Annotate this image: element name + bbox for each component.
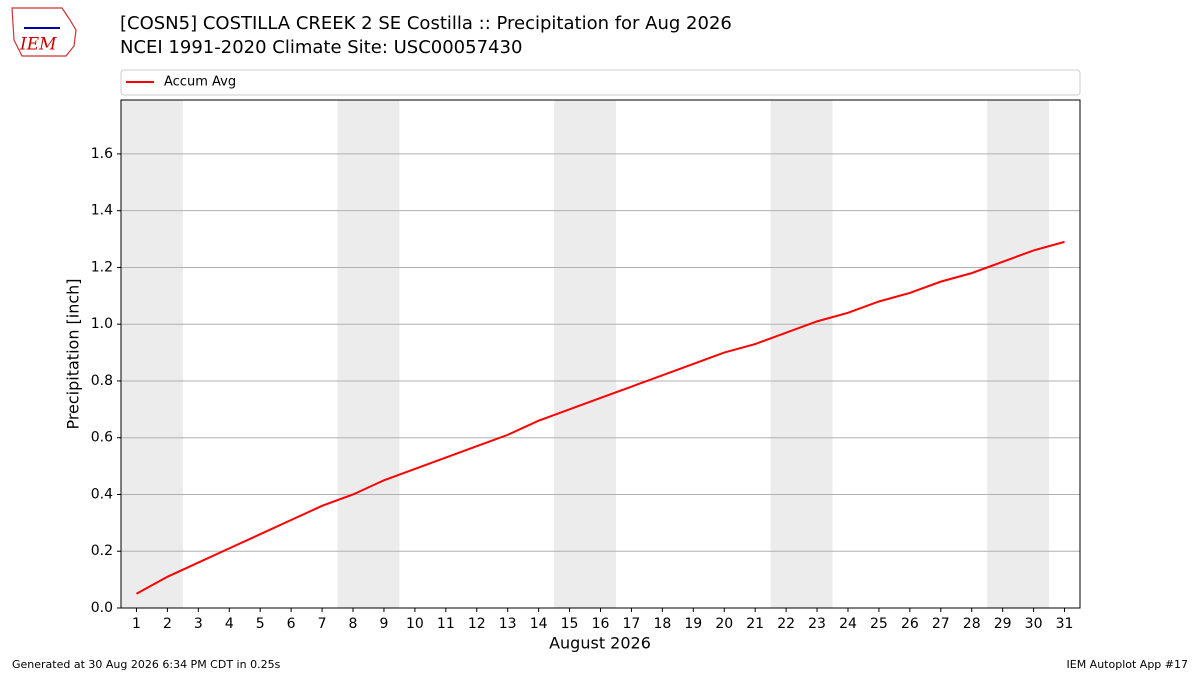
weekend-shade <box>770 100 833 608</box>
x-tick-label: 13 <box>499 616 517 632</box>
footer-left: Generated at 30 Aug 2026 6:34 PM CDT in … <box>12 658 281 671</box>
weekend-shade <box>987 100 1050 608</box>
x-tick-label: 18 <box>653 616 671 632</box>
x-tick-label: 29 <box>994 616 1012 632</box>
x-tick-label: 25 <box>870 616 888 632</box>
x-tick-label: 30 <box>1025 616 1043 632</box>
y-tick-label: 0.0 <box>91 600 113 616</box>
y-tick-label: 1.0 <box>91 316 113 332</box>
x-tick-label: 2 <box>163 616 172 632</box>
x-tick-label: 1 <box>132 616 141 632</box>
x-tick-label: 6 <box>287 616 296 632</box>
x-tick-label: 16 <box>592 616 610 632</box>
x-tick-label: 21 <box>746 616 764 632</box>
y-tick-label: 1.2 <box>91 259 113 275</box>
y-axis-label: Precipitation [inch] <box>64 278 83 429</box>
x-tick-label: 24 <box>839 616 857 632</box>
chart-subtitle: NCEI 1991-2020 Climate Site: USC00057430 <box>120 37 522 58</box>
y-tick-label: 1.4 <box>91 203 113 219</box>
x-tick-label: 12 <box>468 616 486 632</box>
y-tick-label: 0.2 <box>91 543 113 559</box>
weekend-shade <box>337 100 400 608</box>
footer-right: IEM Autoplot App #17 <box>1067 658 1189 671</box>
x-tick-label: 20 <box>715 616 733 632</box>
legend-label: Accum Avg <box>164 75 236 90</box>
legend-box <box>120 69 1081 96</box>
x-tick-label: 3 <box>194 616 203 632</box>
x-tick-label: 19 <box>684 616 702 632</box>
x-tick-label: 10 <box>406 616 424 632</box>
weekend-shade <box>554 100 616 608</box>
x-tick-label: 22 <box>777 616 795 632</box>
plot-frame <box>120 99 1081 609</box>
x-tick-label: 8 <box>349 616 358 632</box>
x-tick-label: 15 <box>561 616 579 632</box>
chart-title: [COSN5] COSTILLA CREEK 2 SE Costilla :: … <box>120 13 732 34</box>
weekend-shade <box>121 100 183 608</box>
logo-text: IEM <box>19 35 57 55</box>
x-tick-label: 9 <box>379 616 388 632</box>
x-tick-label: 31 <box>1056 616 1074 632</box>
x-tick-label: 14 <box>530 616 548 632</box>
x-tick-label: 17 <box>623 616 641 632</box>
y-tick-label: 0.6 <box>91 430 113 446</box>
y-tick-label: 0.4 <box>91 486 113 502</box>
x-tick-label: 5 <box>256 616 265 632</box>
y-tick-label: 1.6 <box>91 146 113 162</box>
series-line <box>135 240 1065 595</box>
logo: IEM <box>11 7 77 57</box>
x-tick-label: 4 <box>225 616 234 632</box>
x-tick-label: 23 <box>808 616 826 632</box>
x-tick-label: 27 <box>932 616 950 632</box>
x-tick-label: 11 <box>437 616 455 632</box>
logo-outline <box>11 7 77 57</box>
x-tick-label: 28 <box>963 616 981 632</box>
x-tick-label: 26 <box>901 616 919 632</box>
x-tick-label: 7 <box>318 616 327 632</box>
y-tick-label: 0.8 <box>91 373 113 389</box>
x-axis-label: August 2026 <box>549 634 651 653</box>
